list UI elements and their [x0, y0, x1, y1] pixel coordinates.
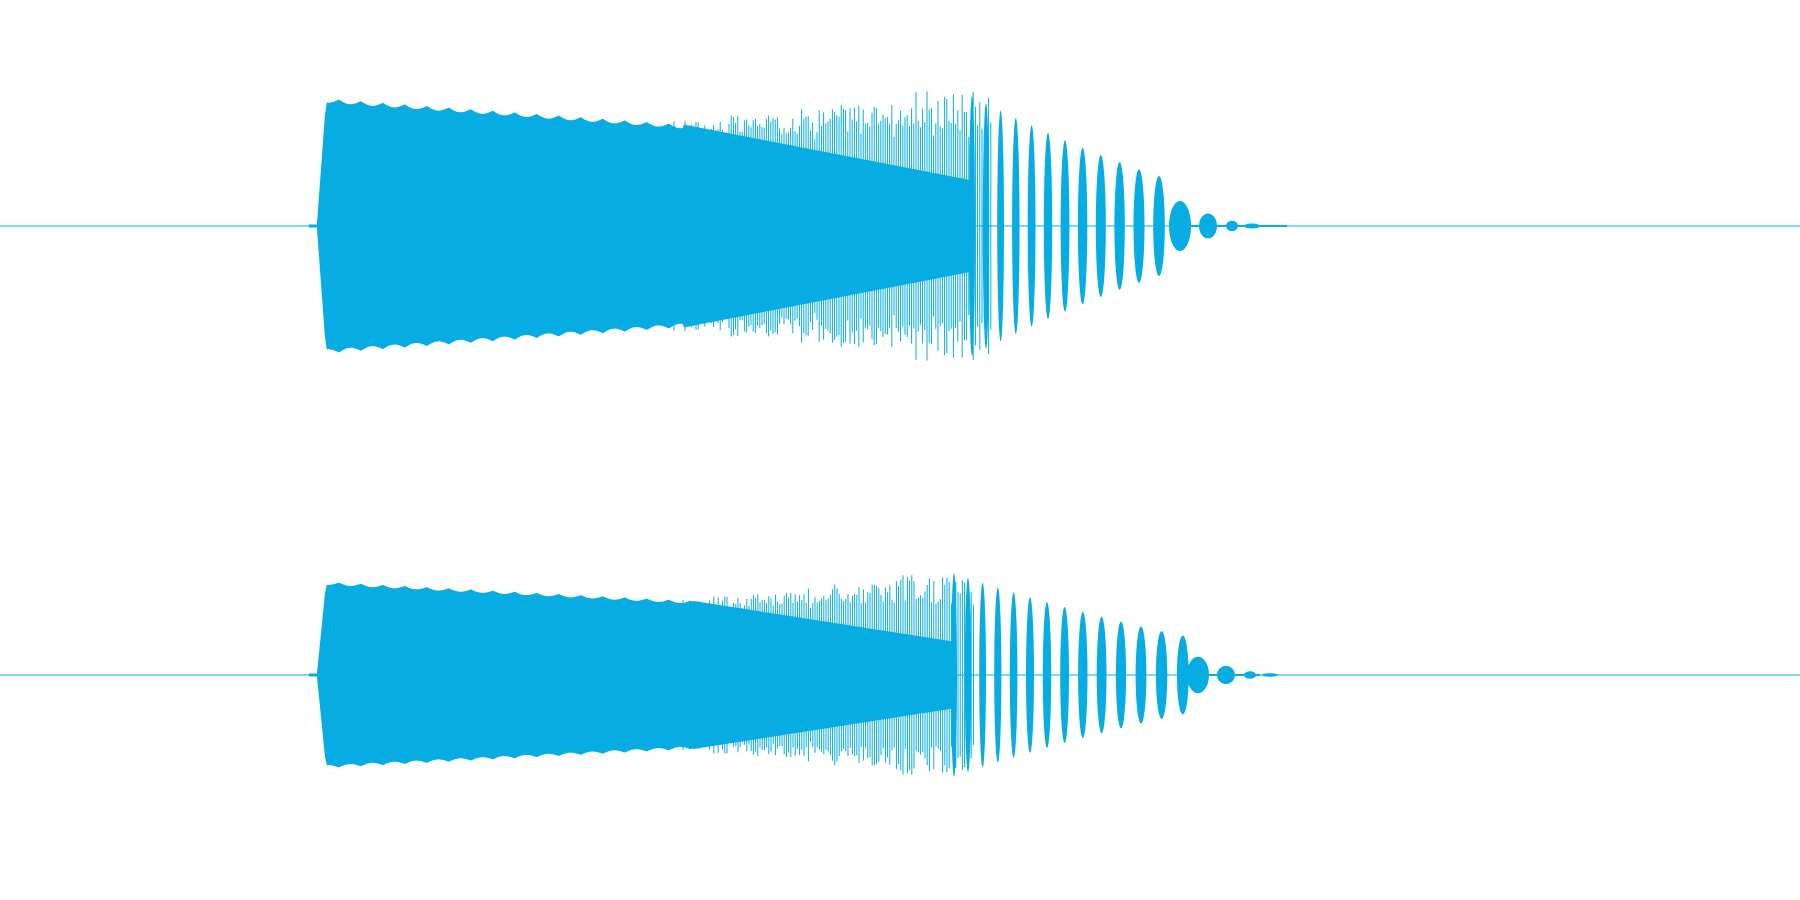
channel-left-svg: [0, 91, 1800, 361]
waveform-body: [316, 582, 953, 768]
waveform-lobe: [1060, 607, 1069, 743]
waveform-lobe: [1060, 140, 1070, 312]
waveform-lobe: [1012, 118, 1020, 334]
waveform-lobe: [1133, 169, 1145, 283]
waveform-tail-blob: [1262, 673, 1278, 677]
waveform-lobe: [1135, 626, 1147, 724]
waveform-lobe: [969, 96, 975, 356]
waveform-lobe: [1009, 592, 1018, 758]
waveform-lobe: [979, 582, 986, 768]
waveform-lobe: [1026, 597, 1034, 753]
waveform-lobe: [1077, 147, 1088, 305]
channel-left-waveform: [0, 91, 1800, 361]
waveform-ring-lobes: [951, 573, 1189, 777]
waveform-tail: [1187, 656, 1278, 694]
waveform-lobe: [1115, 621, 1127, 729]
channel-right-svg: [0, 573, 1800, 777]
waveform-lobe: [1096, 616, 1107, 734]
waveform-lobe: [951, 573, 957, 777]
waveform-lobe: [1155, 631, 1168, 719]
channel-right-waveform: [0, 450, 1800, 900]
waveform-lobe: [1078, 611, 1088, 739]
waveform-onset: [308, 224, 319, 228]
waveform-ring-lobes: [969, 96, 1165, 356]
waveform-tail: [1169, 201, 1287, 251]
waveform-lobe: [1114, 162, 1125, 290]
waveform-lobe: [1043, 132, 1053, 320]
waveform-lobe: [1027, 125, 1036, 327]
waveform-lobe: [994, 587, 1002, 763]
waveform-lobe: [1042, 602, 1052, 748]
waveform-lobe: [964, 578, 972, 772]
waveform-lobe: [997, 110, 1004, 342]
waveform-lobe: [1153, 176, 1165, 276]
waveform-spikes: [682, 575, 974, 775]
waveform-lobe: [1176, 635, 1189, 715]
waveform-lobe: [982, 103, 990, 349]
waveform-lobe: [1095, 155, 1106, 297]
waveform-onset: [308, 673, 319, 677]
